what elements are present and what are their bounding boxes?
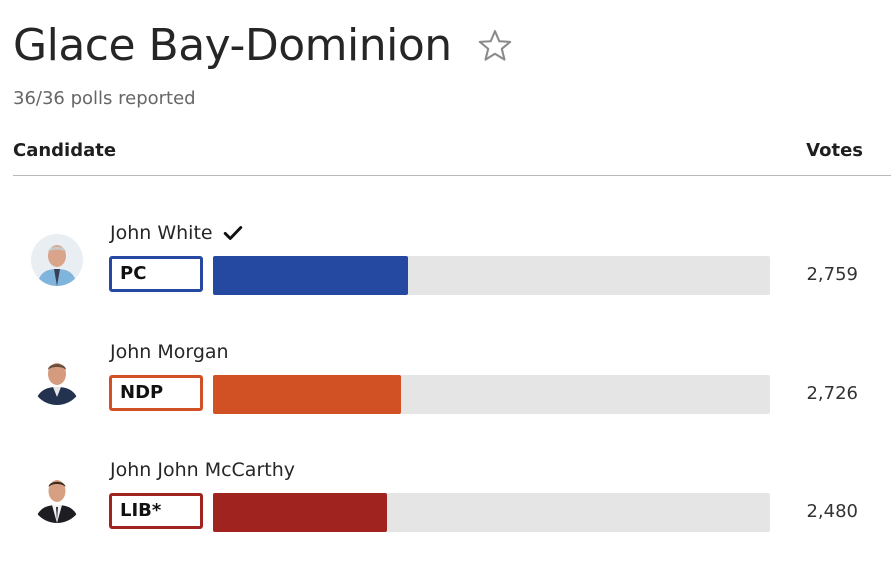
vote-bar-track [213,493,770,532]
votes-column-header: Votes [806,140,863,161]
vote-count: 2,759 [806,264,858,285]
riding-title: Glace Bay-Dominion [13,20,452,71]
elected-checkmark-icon [222,222,244,244]
vote-bar-fill [213,256,408,295]
title-row: Glace Bay-Dominion [13,14,514,78]
candidate-name: John John McCarthy [110,459,295,481]
party-badge: LIB* [109,493,203,529]
candidate-row: John John McCarthy LIB* 2,480 [0,459,891,539]
vote-bar-track [213,375,770,414]
candidate-row: John White PC 2,759 [0,222,891,302]
header-divider [13,175,891,176]
candidate-avatar [31,234,83,286]
table-header: Candidate Votes [13,140,863,166]
vote-count: 2,726 [806,383,858,404]
candidate-name-row: John White [110,222,244,244]
candidate-column-header: Candidate [13,140,117,161]
candidate-name: John White [110,222,213,244]
candidate-avatar [31,471,83,523]
vote-count: 2,480 [806,501,858,522]
party-badge: PC [109,256,203,292]
candidate-row: John Morgan NDP 2,726 [0,341,891,421]
favorite-star-icon[interactable] [476,27,514,65]
vote-bar-track [213,256,770,295]
candidate-name: John Morgan [110,341,229,363]
candidate-name-row: John John McCarthy [110,459,295,481]
vote-bar-fill [213,493,387,532]
candidate-avatar [31,353,83,405]
party-badge: NDP [109,375,203,411]
polls-reported: 36/36 polls reported [13,88,196,109]
vote-bar-fill [213,375,402,414]
candidate-name-row: John Morgan [110,341,229,363]
